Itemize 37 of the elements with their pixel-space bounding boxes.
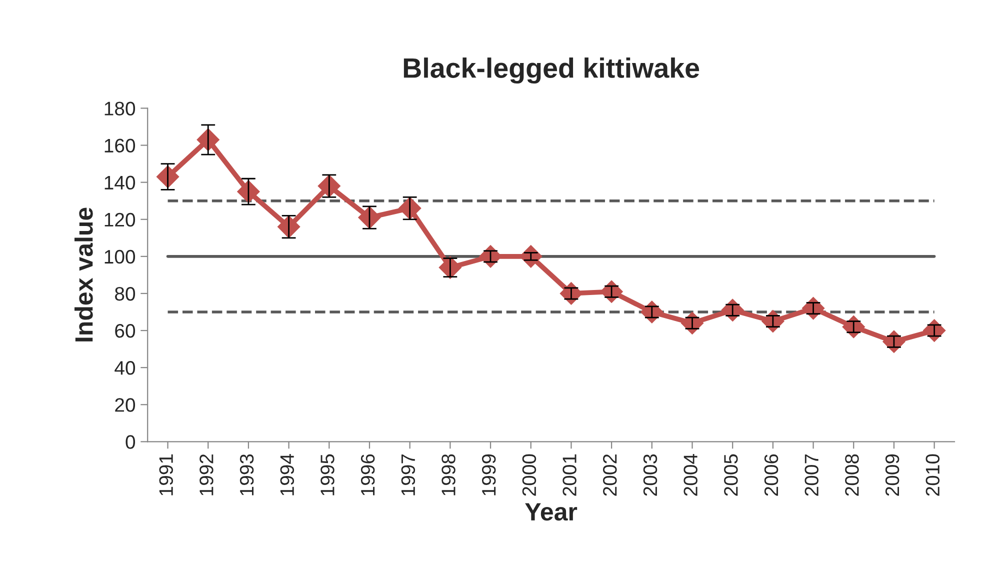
y-tick-label: 40 — [114, 361, 136, 375]
x-tick-label: 2008 — [845, 454, 859, 496]
x-axis-title: Year — [525, 503, 578, 521]
x-tick-label: 2005 — [724, 454, 738, 496]
x-tick-label: 1992 — [200, 454, 214, 496]
y-tick-label: 20 — [115, 398, 136, 412]
x-tick-label: 2009 — [885, 454, 900, 496]
x-tick-label: 1994 — [280, 454, 294, 496]
point — [277, 215, 300, 238]
x-tick-label: 1999 — [482, 454, 496, 496]
x-tick-label: 1993 — [240, 454, 254, 496]
y-tick-label: 120 — [104, 212, 136, 227]
point — [237, 180, 260, 203]
y-tick-label: 180 — [104, 102, 136, 116]
y-tick-label: 80 — [115, 286, 136, 301]
x-tick-label: 1997 — [401, 454, 416, 496]
y-tick-label: 100 — [104, 250, 136, 264]
point — [156, 165, 180, 188]
x-tick-label: 1991 — [159, 454, 173, 496]
x-tick-label: 1995 — [320, 454, 334, 496]
chart-title: Black-legged kittiwake — [404, 58, 700, 84]
y-tick-label: 60 — [115, 324, 136, 338]
x-tick-label: 2006 — [764, 454, 778, 496]
x-tick-label: 1996 — [360, 454, 375, 496]
x-tick-label: 2000 — [522, 454, 536, 496]
x-tick-label: 2004 — [684, 454, 698, 496]
y-tick-label: 140 — [104, 176, 136, 190]
x-tick-label: 2007 — [804, 454, 818, 496]
x-tick-label: 2002 — [603, 454, 617, 496]
x-tick-label: 2001 — [562, 454, 576, 496]
x-tick-label: 2003 — [643, 454, 658, 496]
y-tick-label: 0 — [126, 435, 136, 449]
y-tick-label: 160 — [104, 138, 136, 153]
y-axis-title: Index value — [74, 208, 93, 342]
x-tick-label: 1998 — [442, 454, 456, 496]
x-tick-label: 2010 — [926, 454, 940, 496]
point — [358, 206, 381, 229]
